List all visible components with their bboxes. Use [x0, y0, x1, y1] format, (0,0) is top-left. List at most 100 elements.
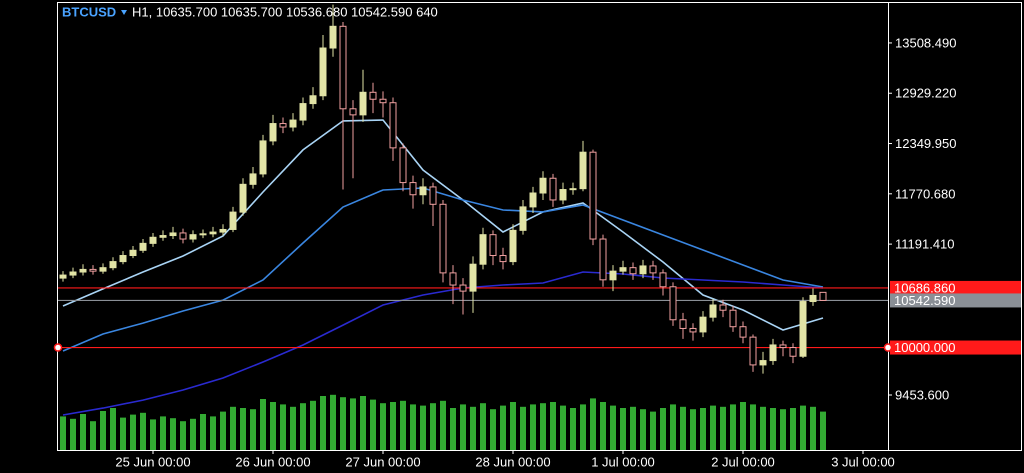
volume-bar [190, 418, 196, 450]
volume-bar [280, 404, 286, 450]
volume-bar [350, 398, 356, 450]
candle-body [619, 267, 627, 272]
volume-bar [110, 408, 116, 450]
level-handle [883, 343, 893, 352]
volume-bar [610, 405, 616, 450]
candle-body [329, 25, 337, 49]
price-level-label: 10542.590 [894, 293, 955, 308]
candle-body [459, 284, 467, 292]
volume-bar [320, 396, 326, 450]
volume-bar [470, 406, 476, 450]
candle-body [349, 108, 357, 116]
candle-body [309, 95, 317, 105]
volume-bar [290, 406, 296, 450]
candle-body [179, 232, 187, 240]
volume-bar [770, 408, 776, 450]
chart-title: H1, 10635.700 10635.700 10536.680 10542.… [132, 4, 438, 19]
candle-body [689, 327, 697, 333]
volume-bar [210, 416, 216, 450]
candle-body [669, 286, 677, 321]
volume-bar [100, 411, 106, 450]
volume-bar [310, 400, 316, 450]
x-tick-label: 1 Jul 00:00 [591, 454, 655, 469]
volume-bar [570, 408, 576, 450]
level-handle [53, 343, 63, 352]
candle-body [809, 294, 817, 303]
y-tick-label: 9453.600 [895, 387, 949, 402]
y-tick-label: 13508.490 [895, 35, 956, 50]
y-tick-label: 11191.410 [895, 237, 955, 252]
volume-bar [440, 400, 446, 450]
candle-body [139, 242, 147, 251]
candle-body [579, 151, 587, 190]
moving-averages [62, 119, 824, 416]
candle-body [379, 98, 387, 104]
candle-body [359, 91, 367, 116]
volume-bar [670, 404, 676, 450]
volume-bar [80, 414, 86, 450]
candle-body [109, 261, 117, 269]
x-tick-label: 25 Jun 00:00 [115, 454, 190, 469]
candle-body [729, 309, 737, 328]
candle-body [279, 123, 287, 128]
volume-bar [420, 405, 426, 450]
candle-body [739, 326, 747, 338]
candle-body [439, 203, 447, 274]
candle-body [199, 233, 207, 236]
candle-body [249, 173, 257, 185]
volume-bar [60, 416, 66, 450]
volume-bar [240, 408, 246, 450]
candle-body [99, 267, 107, 272]
volume-bar [810, 406, 816, 450]
volume-bar [200, 414, 206, 450]
candles [59, 4, 827, 374]
candle-body [799, 301, 807, 357]
candle-body [229, 211, 237, 230]
candle-body [169, 232, 177, 237]
candle-body [609, 270, 617, 281]
candle-body [299, 103, 307, 121]
candle-body [269, 123, 277, 142]
volume-bar [400, 400, 406, 450]
symbol-dropdown-icon[interactable] [121, 10, 127, 15]
candle-body [819, 291, 827, 301]
candle-body [749, 336, 757, 366]
candle-body [559, 189, 567, 201]
volume-bar [680, 406, 686, 450]
candle-body [479, 234, 487, 265]
volume-bar [730, 404, 736, 450]
candle-body [239, 183, 247, 213]
volume-bar [450, 408, 456, 450]
volume-bar [160, 416, 166, 450]
candle-body [289, 119, 297, 128]
candle-body [119, 255, 127, 263]
candle-body [789, 347, 797, 357]
candle-body [149, 236, 157, 244]
volume-bar [260, 399, 266, 450]
candle-body [69, 271, 77, 276]
volume-bar [480, 403, 486, 450]
candle-body [569, 188, 577, 191]
volume-bar [490, 409, 496, 450]
volume-bar [820, 411, 826, 450]
candle-body [189, 234, 197, 240]
volume-bar [140, 412, 146, 450]
volume-bar [750, 404, 756, 450]
volume-bar [230, 406, 236, 450]
price-level-label-box [890, 280, 1021, 295]
volume-bar [220, 411, 226, 450]
candle-body [59, 274, 67, 279]
volume-bar [590, 398, 596, 450]
candle-body [159, 235, 167, 238]
candle-body [629, 267, 637, 275]
volume-bar [580, 404, 586, 450]
volume-bar [690, 409, 696, 450]
symbol[interactable]: BTCUSD [62, 4, 116, 19]
candle-body [369, 91, 377, 100]
volume-bar [170, 418, 176, 450]
volume-bar [800, 405, 806, 450]
candle-body [529, 192, 537, 208]
candle-body [649, 265, 657, 274]
x-tick-label: 28 Jun 00:00 [475, 454, 550, 469]
